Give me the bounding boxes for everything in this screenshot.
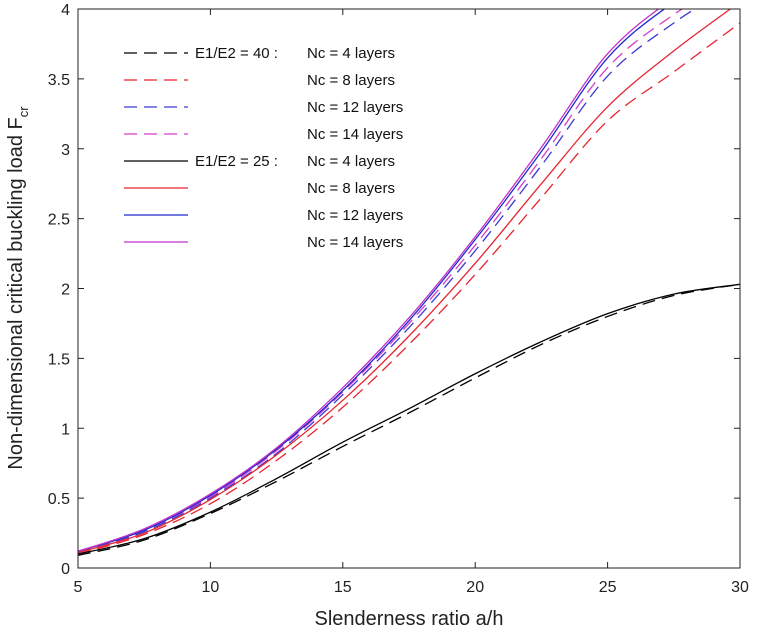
legend-group-label: E1/E2 = 40 :: [195, 45, 278, 62]
x-tick-label: 20: [466, 579, 484, 596]
legend-label-2: Nc = 8 layers: [307, 72, 395, 89]
y-tick-label: 0.5: [48, 491, 70, 508]
y-tick-label: 3.5: [48, 72, 70, 89]
legend-label-6: Nc = 8 layers: [307, 180, 395, 197]
x-axis-label: Slenderness ratio a/h: [314, 608, 503, 630]
y-tick-label: 4: [61, 2, 70, 19]
y-tick-label: 3: [61, 142, 70, 159]
series-line-2: [78, 22, 740, 555]
x-tick-label: 10: [202, 579, 220, 596]
y-tick-label: 1.5: [48, 351, 70, 368]
x-tick-label: 5: [74, 579, 83, 596]
legend-label-5: Nc = 4 layers: [307, 153, 395, 170]
series-layer: [78, 9, 740, 557]
series-line-8: [78, 9, 660, 552]
series-line-7: [78, 9, 666, 552]
y-tick-label: 1: [61, 421, 70, 438]
y-axis-label: Non-dimensional critical buckling load F…: [5, 106, 31, 470]
legend-group-label: E1/E2 = 25 :: [195, 153, 278, 170]
series-line-6: [78, 9, 732, 554]
legend-label-4: Nc = 14 layers: [307, 126, 403, 143]
legend-label-7: Nc = 12 layers: [307, 207, 403, 224]
axis-ticks: 5 10 15 20 25 30 0 0.5 1 1.5 2 2.5 3 3.5 4: [48, 2, 749, 596]
x-tick-label: 15: [334, 579, 352, 596]
x-tick-label: 30: [731, 579, 749, 596]
y-tick-label: 0: [61, 561, 70, 578]
y-tick-label: 2: [61, 282, 70, 299]
legend: E1/E2 = 40 : Nc = 4 layers Nc = 8 layers Nc…: [124, 45, 403, 251]
legend-label-3: Nc = 12 layers: [307, 99, 403, 116]
y-tick-label: 2.5: [48, 212, 70, 229]
series-line-3: [78, 9, 696, 554]
plot-area-background: [78, 9, 740, 568]
series-line-1: [78, 283, 740, 557]
y-axis-label-main: Non-dimensional critical buckling load F: [5, 117, 27, 469]
series-line-4: [78, 9, 684, 552]
y-axis-label-subscript: cr: [16, 106, 31, 118]
legend-label-1: Nc = 4 layers: [307, 45, 395, 62]
x-tick-label: 25: [599, 579, 617, 596]
legend-label-8: Nc = 14 layers: [307, 234, 403, 251]
series-line-5: [78, 283, 740, 555]
